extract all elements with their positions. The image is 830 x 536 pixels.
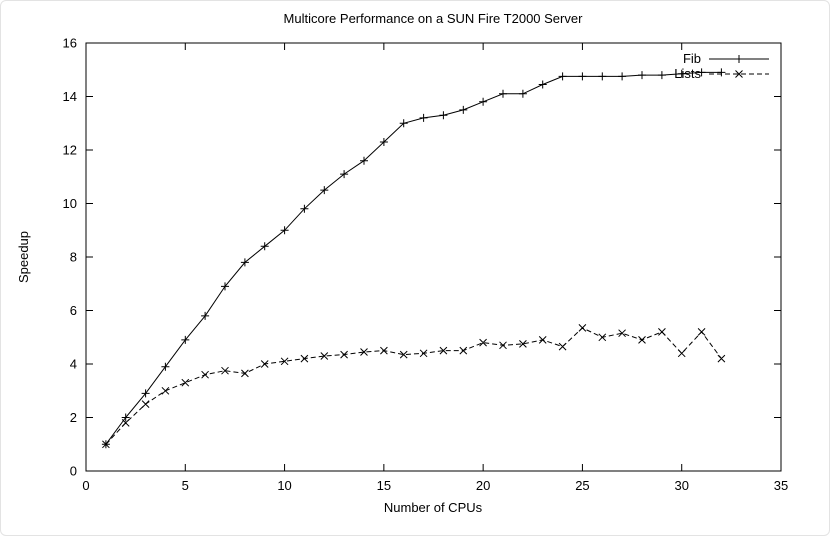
svg-text:8: 8: [70, 250, 77, 265]
svg-text:10: 10: [277, 478, 291, 493]
chart-title: Multicore Performance on a SUN Fire T200…: [284, 11, 584, 26]
svg-text:25: 25: [575, 478, 589, 493]
svg-text:12: 12: [63, 143, 77, 158]
svg-text:Lists: Lists: [674, 66, 701, 81]
svg-text:14: 14: [63, 89, 77, 104]
svg-text:Fib: Fib: [683, 51, 701, 66]
svg-text:10: 10: [63, 196, 77, 211]
svg-text:5: 5: [182, 478, 189, 493]
svg-text:30: 30: [674, 478, 688, 493]
svg-text:2: 2: [70, 410, 77, 425]
x-axis-label: Number of CPUs: [384, 500, 483, 515]
svg-text:4: 4: [70, 357, 77, 372]
svg-text:35: 35: [774, 478, 788, 493]
svg-text:15: 15: [377, 478, 391, 493]
svg-text:0: 0: [70, 464, 77, 479]
svg-text:20: 20: [476, 478, 490, 493]
svg-text:16: 16: [63, 36, 77, 51]
svg-text:6: 6: [70, 303, 77, 318]
y-axis-label: Speedup: [16, 231, 31, 283]
svg-text:0: 0: [82, 478, 89, 493]
